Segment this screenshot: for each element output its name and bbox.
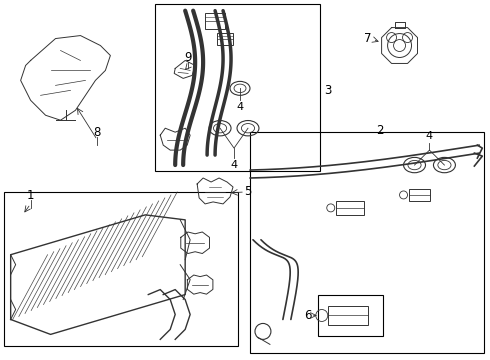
Bar: [409, 189, 431, 201]
Text: 5: 5: [245, 185, 252, 198]
Bar: [318, 294, 383, 336]
Bar: [328, 306, 368, 325]
Bar: [336, 201, 364, 215]
Bar: [250, 132, 484, 353]
Bar: [205, 13, 225, 28]
Bar: [217, 32, 233, 45]
Text: 2: 2: [376, 124, 383, 137]
Text: 1: 1: [27, 189, 34, 202]
Text: 6: 6: [304, 309, 312, 322]
Text: 9: 9: [184, 51, 192, 64]
Text: 7: 7: [364, 32, 371, 45]
Text: 8: 8: [94, 126, 101, 139]
Text: 3: 3: [324, 84, 331, 97]
Text: 4: 4: [230, 160, 238, 170]
Bar: [155, 4, 320, 171]
Text: 4: 4: [426, 131, 433, 141]
Text: 4: 4: [237, 102, 244, 112]
Bar: [4, 192, 238, 346]
